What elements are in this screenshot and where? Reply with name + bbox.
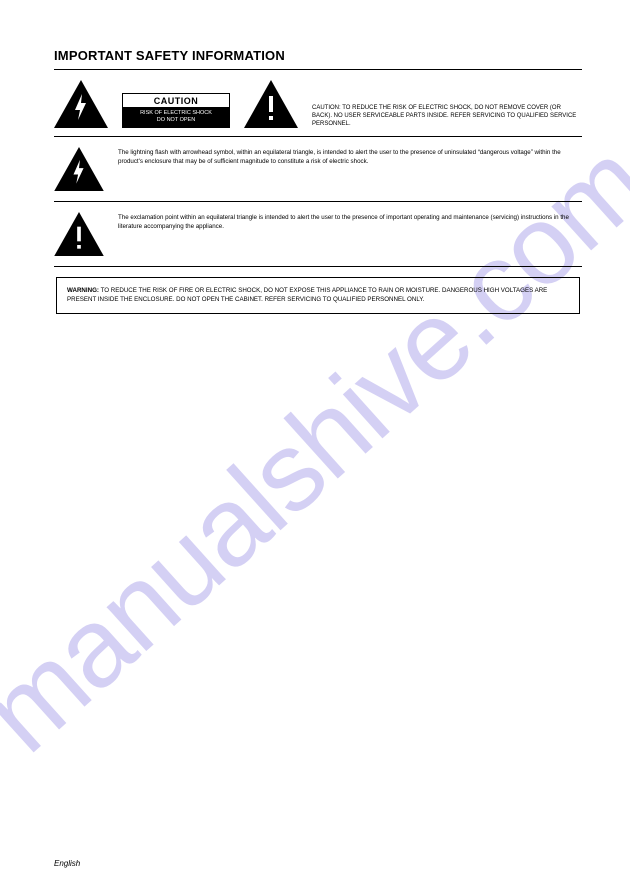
page: IMPORTANT SAFETY INFORMATION CAUTION RIS… (0, 0, 630, 894)
divider-1 (54, 136, 582, 137)
divider-3 (54, 266, 582, 267)
caution-side-text: CAUTION: TO REDUCE THE RISK OF ELECTRIC … (312, 102, 582, 128)
lightning-icon (54, 80, 108, 128)
caution-box: CAUTION RISK OF ELECTRIC SHOCK DO NOT OP… (122, 93, 230, 128)
caution-row: CAUTION RISK OF ELECTRIC SHOCK DO NOT OP… (54, 80, 582, 128)
lightning-icon (54, 147, 104, 191)
content: IMPORTANT SAFETY INFORMATION CAUTION RIS… (54, 48, 582, 314)
warning-text: TO REDUCE THE RISK OF FIRE OR ELECTRIC S… (67, 287, 547, 303)
caution-label: CAUTION (123, 94, 229, 107)
caution-black-text: RISK OF ELECTRIC SHOCK DO NOT OPEN (123, 107, 229, 127)
warning-box: WARNING: TO REDUCE THE RISK OF FIRE OR E… (56, 277, 580, 314)
footer-language: English (54, 859, 80, 868)
divider-2 (54, 201, 582, 202)
divider-top (54, 69, 582, 70)
lightning-explain-text: The lightning flash with arrowhead symbo… (118, 147, 582, 167)
exclamation-icon (54, 212, 104, 256)
exclaim-explain-text: The exclamation point within an equilate… (118, 212, 582, 232)
lightning-explain-row: The lightning flash with arrowhead symbo… (54, 147, 582, 191)
page-title: IMPORTANT SAFETY INFORMATION (54, 48, 582, 63)
exclaim-explain-row: The exclamation point within an equilate… (54, 212, 582, 256)
exclamation-icon (244, 80, 298, 128)
warning-label: WARNING: (67, 287, 99, 294)
